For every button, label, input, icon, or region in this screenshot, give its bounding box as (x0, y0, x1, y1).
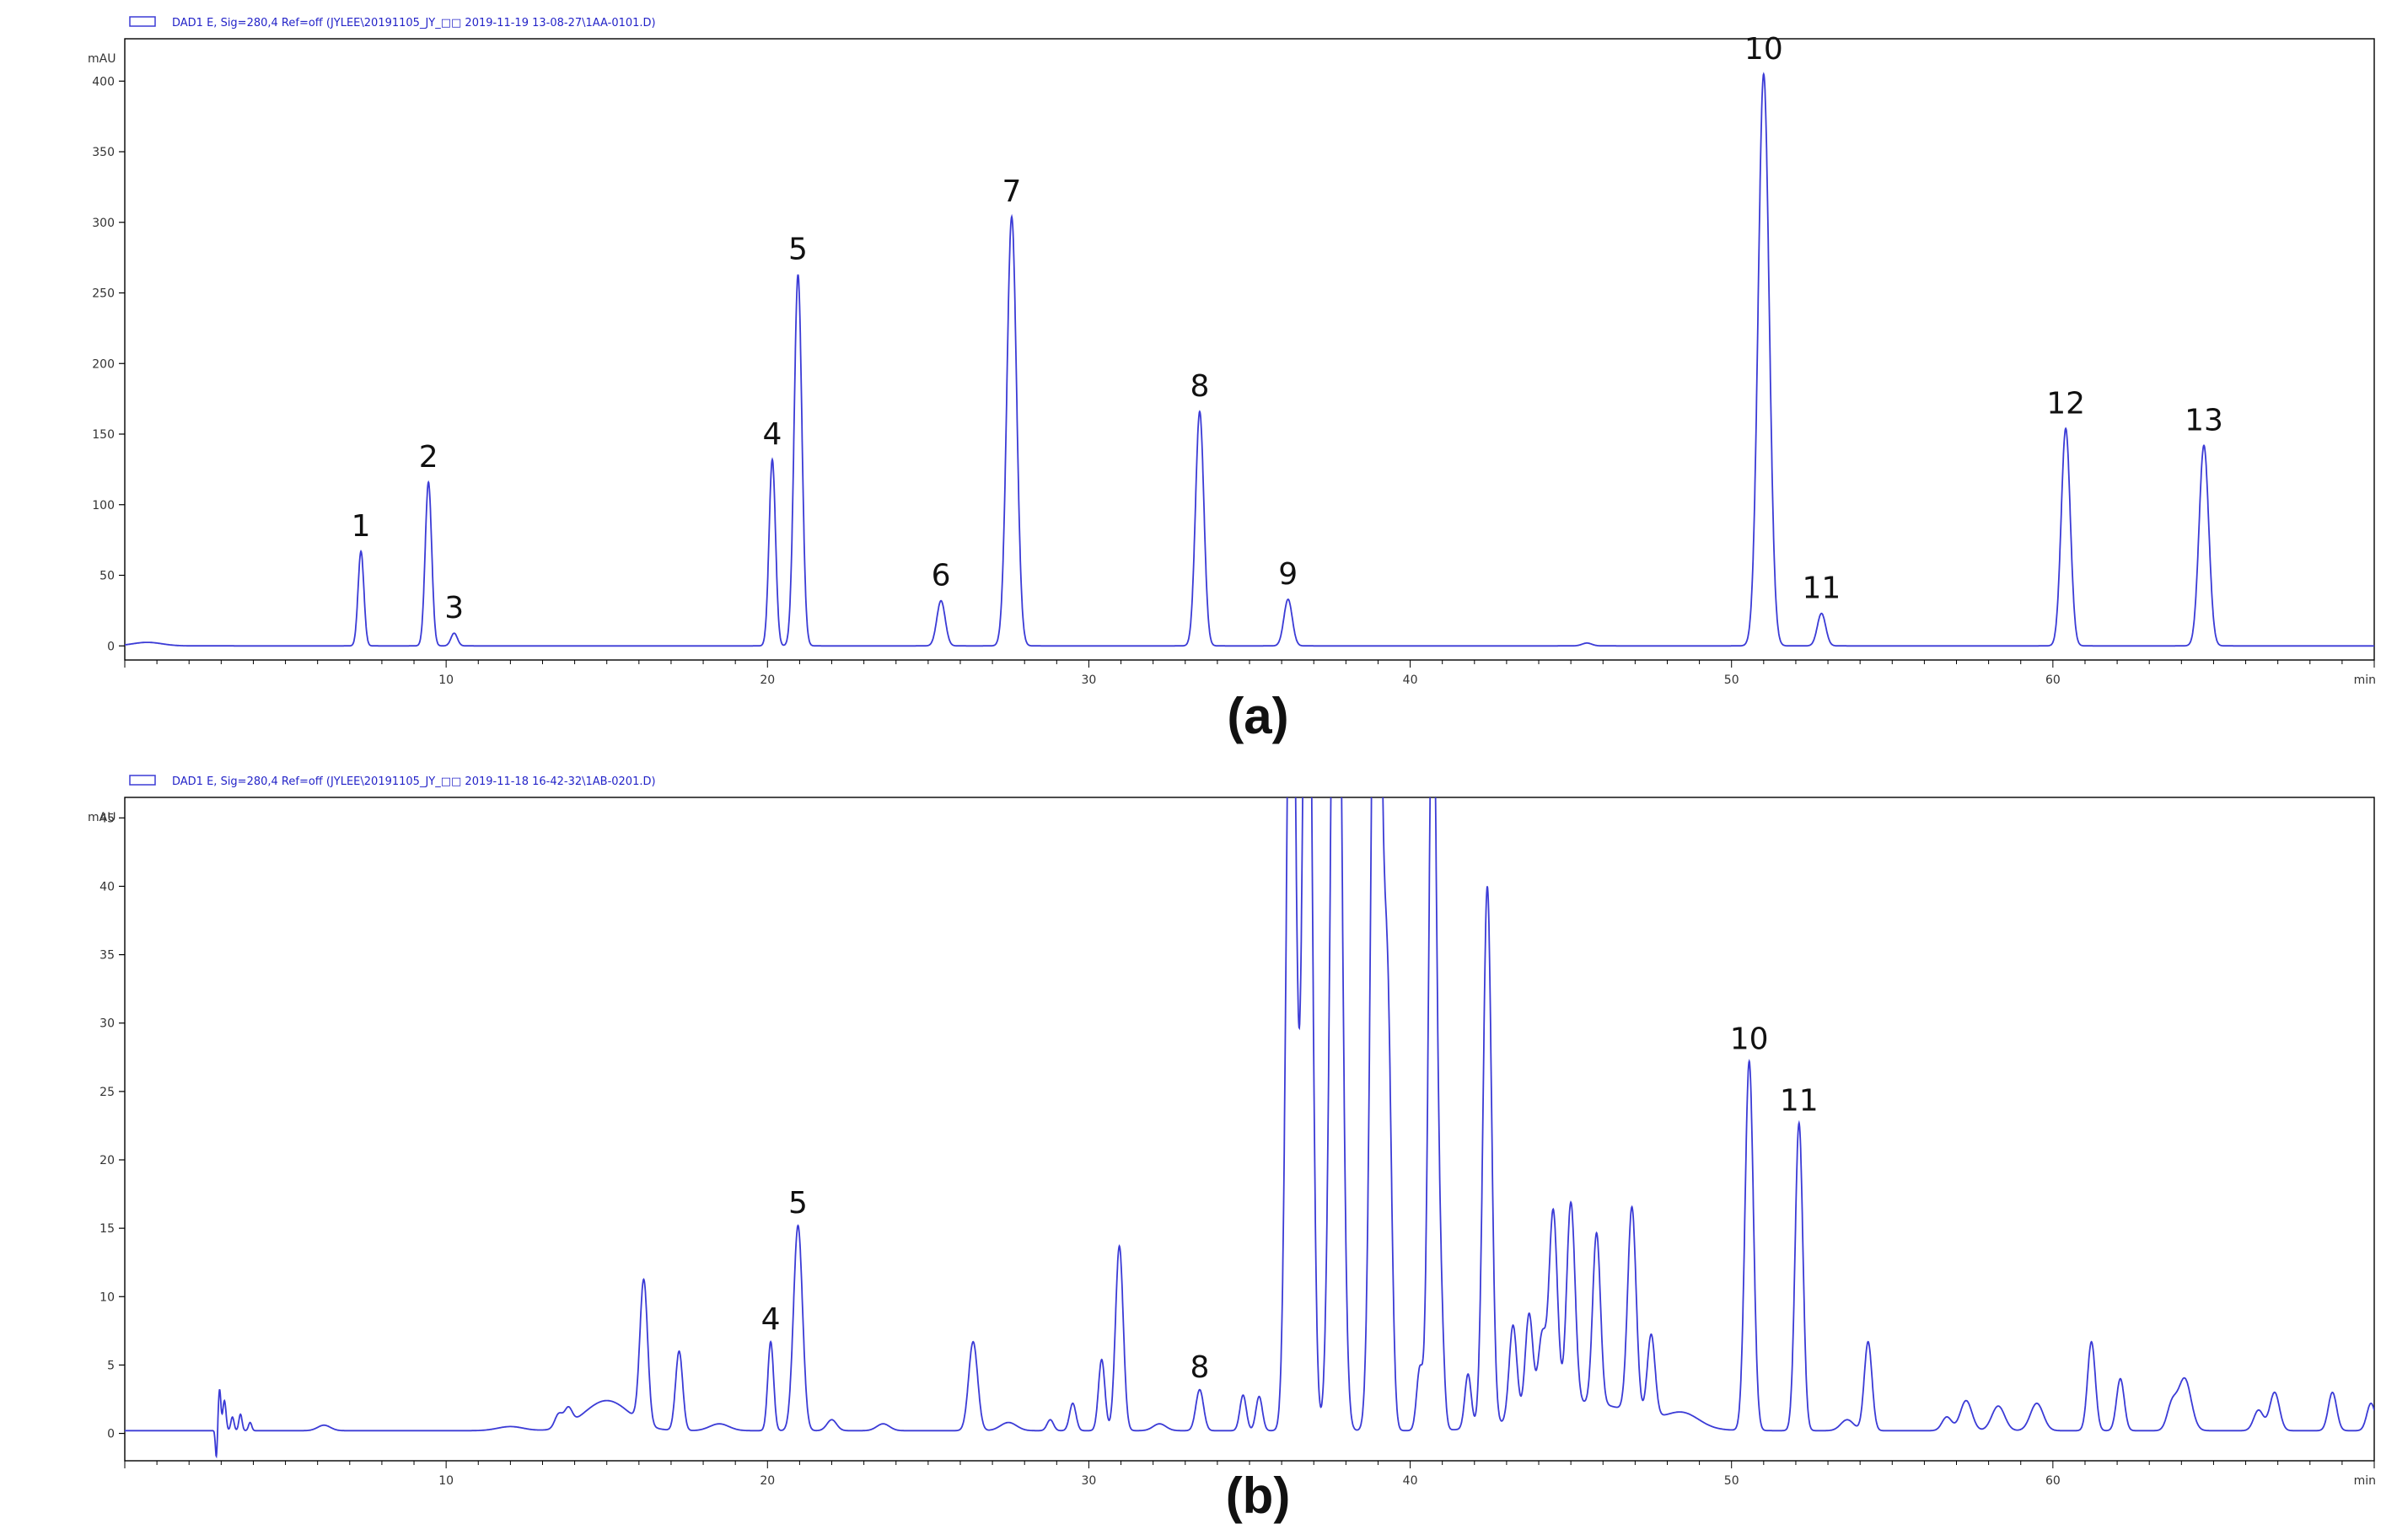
peak-label: 4 (763, 417, 782, 452)
y-tick-label: 10 (99, 1290, 115, 1304)
panel-label: (a) (1227, 688, 1288, 744)
chart-title: DAD1 E, Sig=280,4 Ref=off (JYLEE\2019110… (172, 17, 656, 30)
plot-frame (124, 38, 2375, 661)
peak-label: 12 (2046, 386, 2085, 421)
y-tick-label: 40 (99, 880, 115, 893)
y-tick-label: 0 (107, 1428, 115, 1441)
peak-label: 9 (1278, 557, 1298, 592)
peak-label: 2 (419, 440, 438, 475)
y-tick-label: 30 (99, 1017, 115, 1031)
x-tick-label: 10 (438, 1474, 454, 1488)
peak-label: 11 (1780, 1083, 1819, 1118)
peak-label: 5 (788, 233, 808, 267)
x-tick-label: 50 (1724, 1474, 1739, 1488)
y-tick-label: 100 (92, 499, 115, 512)
peak-label: 8 (1190, 369, 1209, 404)
y-tick-label: 400 (92, 75, 115, 89)
x-tick-label: 30 (1082, 1474, 1097, 1488)
y-tick-label: 300 (92, 217, 115, 230)
chart-title: DAD1 E, Sig=280,4 Ref=off (JYLEE\2019110… (172, 775, 656, 788)
peak-label: 4 (761, 1302, 781, 1337)
y-tick-label: 350 (92, 146, 115, 159)
legend-swatch (129, 16, 156, 27)
y-tick-label: 15 (99, 1222, 115, 1236)
y-tick-label: 250 (92, 287, 115, 301)
peak-label: 10 (1730, 1022, 1769, 1056)
y-tick-label: 5 (107, 1359, 115, 1372)
peak-label: 3 (444, 591, 464, 625)
y-tick-label: 20 (99, 1154, 115, 1167)
y-axis-unit: mAU (88, 52, 116, 66)
x-tick-label: 20 (760, 673, 775, 687)
peak-label: 8 (1190, 1350, 1209, 1385)
y-tick-label: 25 (99, 1086, 115, 1099)
peak-label: 13 (2185, 403, 2223, 437)
y-tick-label: 50 (99, 570, 115, 583)
x-tick-label: 20 (760, 1474, 775, 1488)
peak-label: 11 (1803, 571, 1841, 606)
y-tick-label: 0 (107, 640, 115, 653)
peak-label: 6 (932, 559, 951, 593)
x-axis-unit: min (2354, 673, 2376, 687)
peak-label: 1 (352, 509, 371, 544)
x-axis-unit: min (2354, 1474, 2376, 1488)
x-tick-label: 40 (1403, 673, 1418, 687)
panel-label: (b) (1226, 1468, 1291, 1524)
y-axis-unit: mAU (88, 811, 116, 824)
peak-label: 10 (1744, 32, 1783, 67)
y-tick-label: 150 (92, 428, 115, 442)
x-tick-label: 60 (2045, 1474, 2061, 1488)
peak-label: 7 (1002, 174, 1022, 209)
panel-a: DAD1 E, Sig=280,4 Ref=off (JYLEE\2019110… (88, 16, 2376, 744)
y-tick-label: 35 (99, 949, 115, 963)
x-tick-label: 50 (1724, 673, 1739, 687)
y-tick-label: 200 (92, 357, 115, 371)
legend-swatch (129, 775, 156, 786)
peak-label: 5 (788, 1186, 808, 1221)
series-trace (125, 72, 2374, 647)
x-tick-label: 10 (438, 673, 454, 687)
x-tick-label: 40 (1403, 1474, 1418, 1488)
plot-frame (124, 797, 2375, 1462)
series-trace (125, 797, 2374, 1459)
panel-b: DAD1 E, Sig=280,4 Ref=off (JYLEE\2019110… (88, 775, 2376, 1524)
x-tick-label: 30 (1082, 673, 1097, 687)
y-tick-label: 45 (99, 812, 115, 825)
x-tick-label: 60 (2045, 673, 2061, 687)
